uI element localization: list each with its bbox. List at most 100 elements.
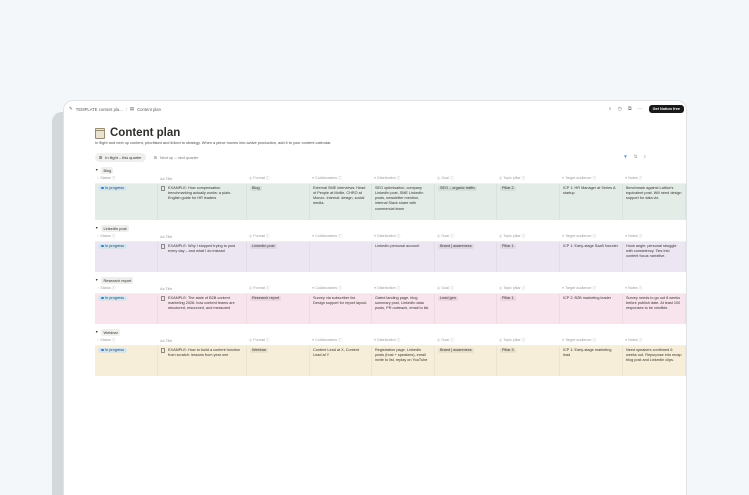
status-cell[interactable]: In progress (95, 241, 158, 272)
col-distribution[interactable]: ≡ Distribution ⓘ (374, 176, 401, 181)
col-notes[interactable]: ≡ Notes ⓘ (625, 286, 643, 291)
filter-icon[interactable]: ▼ (623, 154, 628, 160)
clock-icon[interactable]: ◷ (617, 106, 622, 112)
col-target-audience[interactable]: ≡ Target audience ⓘ (562, 338, 597, 343)
collaborators-cell[interactable]: Survey via subscriber list. Design suppo… (310, 293, 372, 324)
table-row[interactable]: In progress EXAMPLE: The state of B2B co… (95, 293, 686, 324)
status-cell[interactable]: In progress (95, 345, 158, 376)
col-topic-pillar[interactable]: ◎ Topic pillar ⓘ (499, 234, 526, 239)
tab-in-flight[interactable]: ⊞ In flight – this quarter (95, 152, 146, 162)
col-status[interactable]: ◌ Status ⓘ (97, 234, 116, 239)
status-cell[interactable]: In progress (95, 293, 158, 324)
col-goal[interactable]: ◎ Goal ⓘ (437, 176, 454, 181)
col-topic-pillar[interactable]: ◎ Topic pillar ⓘ (499, 286, 526, 291)
group-webinar: ▼ Webinar ◌ Status ⓘ Aa Title ◎ Format ⓘ… (95, 328, 686, 376)
col-target-audience[interactable]: ≡ Target audience ⓘ (562, 234, 597, 239)
table-row[interactable]: In progress EXAMPLE: Why I stopped tryin… (95, 241, 686, 272)
col-distribution[interactable]: ≡ Distribution ⓘ (374, 338, 401, 343)
collaborators-cell[interactable] (310, 241, 372, 272)
group-header[interactable]: ▼ Research report (95, 276, 686, 285)
distribution-cell[interactable]: SEO optimisation, company LinkedIn post,… (372, 183, 435, 220)
notes-cell[interactable]: Need speakers confirmed 6 weeks out. Rep… (623, 345, 686, 376)
col-goal[interactable]: ◎ Goal ⓘ (437, 234, 454, 239)
col-title[interactable]: Aa Title (160, 176, 173, 181)
col-topic-pillar[interactable]: ◎ Topic pillar ⓘ (499, 338, 526, 343)
col-notes[interactable]: ≡ Notes ⓘ (625, 234, 643, 239)
col-distribution[interactable]: ≡ Distribution ⓘ (374, 286, 401, 291)
col-title[interactable]: Aa Title (160, 234, 173, 239)
breadcrumb-item-content-plan[interactable]: Content plan (137, 106, 161, 112)
sort-icon[interactable]: ⇅ (633, 154, 638, 160)
distribution-cell[interactable]: Gated landing page, blog summary post, L… (372, 293, 435, 324)
col-status[interactable]: ◌ Status ⓘ (97, 286, 116, 291)
col-collaborators[interactable]: ≡ Collaborators ⓘ (312, 338, 342, 343)
table-row[interactable]: In progress EXAMPLE: How compensation be… (95, 183, 686, 220)
col-notes[interactable]: ≡ Notes ⓘ (625, 176, 643, 181)
group-header[interactable]: ▼ Webinar (95, 328, 686, 337)
col-collaborators[interactable]: ≡ Collaborators ⓘ (312, 234, 342, 239)
col-format[interactable]: ◎ Format ⓘ (249, 176, 270, 181)
breadcrumb-item-template[interactable]: TEMPLATE content pla... (75, 106, 123, 112)
status-cell[interactable]: In progress (95, 183, 158, 220)
col-status[interactable]: ◌ Status ⓘ (97, 176, 116, 181)
title-cell[interactable]: EXAMPLE: Why I stopped trying to post ev… (158, 241, 247, 272)
group-header[interactable]: ▼ Blog (95, 166, 686, 175)
notes-cell[interactable]: Survey needs to go out 8 weeks before pu… (623, 293, 686, 324)
format-cell[interactable]: Research report (247, 293, 310, 324)
collapse-triangle-icon[interactable]: ▼ (95, 330, 99, 335)
col-format[interactable]: ◎ Format ⓘ (249, 338, 270, 343)
notes-cell[interactable]: Benchmark against Lattice's equivalent p… (623, 183, 686, 220)
goal-cell[interactable]: Brand | awareness (435, 241, 497, 272)
collapse-triangle-icon[interactable]: ▼ (95, 278, 99, 283)
format-cell[interactable]: Webinar (247, 345, 310, 376)
goal-cell[interactable]: Brand | awareness (435, 345, 497, 376)
format-cell[interactable]: Blog (247, 183, 310, 220)
col-collaborators[interactable]: ≡ Collaborators ⓘ (312, 176, 342, 181)
col-status[interactable]: ◌ Status ⓘ (97, 338, 116, 343)
goal-cell[interactable]: Lead gen (435, 293, 497, 324)
col-format[interactable]: ◎ Format ⓘ (249, 234, 270, 239)
col-format[interactable]: ◎ Format ⓘ (249, 286, 270, 291)
more-icon[interactable]: ··· (637, 106, 643, 112)
col-topic-pillar[interactable]: ◎ Topic pillar ⓘ (499, 176, 526, 181)
audience-cell[interactable]: ICP 1: HR Manager at Series A startup (560, 183, 623, 220)
group-header[interactable]: ▼ LinkedIn post (95, 224, 686, 233)
audience-cell[interactable]: ICP 1: Early-stage SaaS founder (560, 241, 623, 272)
col-target-audience[interactable]: ≡ Target audience ⓘ (562, 286, 597, 291)
format-cell[interactable]: LinkedIn post (247, 241, 310, 272)
col-collaborators[interactable]: ≡ Collaborators ⓘ (312, 286, 342, 291)
col-target-audience[interactable]: ≡ Target audience ⓘ (562, 176, 597, 181)
collaborators-cell[interactable]: External SME interviews: Head of People … (310, 183, 372, 220)
col-title[interactable]: Aa Title (160, 338, 173, 343)
col-title[interactable]: Aa Title (160, 286, 173, 291)
table-row[interactable]: In progress EXAMPLE: How to build a cont… (95, 345, 686, 376)
search-icon[interactable]: ⌕ (608, 106, 612, 112)
goal-cell[interactable]: SEO – organic traffic (435, 183, 497, 220)
notes-cell[interactable]: Hook angle: personal struggle with consi… (623, 241, 686, 272)
audience-cell[interactable]: ICP 1: Early-stage marketing lead (560, 345, 623, 376)
search-icon[interactable]: ⌕ (643, 154, 646, 160)
collapse-triangle-icon[interactable]: ▼ (95, 226, 99, 231)
status-dot-icon (101, 296, 104, 300)
col-notes[interactable]: ≡ Notes ⓘ (625, 338, 643, 343)
collaborators-cell[interactable]: Content Lead at X, Content Lead at Y (310, 345, 372, 376)
title-cell[interactable]: EXAMPLE: How compensation benchmarking a… (158, 183, 247, 220)
distribution-cell[interactable]: LinkedIn personal account (372, 241, 435, 272)
duplicate-icon[interactable]: ⧉ (627, 106, 632, 112)
tab-next-up[interactable]: ⊞ Next up – next quarter (150, 153, 203, 162)
get-notion-free-button[interactable]: Get Notion free (648, 105, 684, 113)
notepad-icon[interactable] (95, 127, 105, 139)
page-title[interactable]: Content plan (110, 127, 181, 139)
distribution-cell[interactable]: Registration page, LinkedIn posts (host … (372, 345, 435, 376)
title-cell[interactable]: EXAMPLE: The state of B2B content market… (158, 293, 247, 324)
col-goal[interactable]: ◎ Goal ⓘ (437, 338, 454, 343)
audience-cell[interactable]: ICP 2: B2B marketing leader (560, 293, 623, 324)
col-goal[interactable]: ◎ Goal ⓘ (437, 286, 454, 291)
collapse-triangle-icon[interactable]: ▼ (95, 168, 99, 173)
pillar-cell[interactable]: Pillar 1 (497, 293, 560, 324)
pillar-cell[interactable]: Pillar 1 (497, 241, 560, 272)
pillar-cell[interactable]: Pillar 2 (497, 183, 560, 220)
pillar-cell[interactable]: Pillar 3 (497, 345, 560, 376)
col-distribution[interactable]: ≡ Distribution ⓘ (374, 234, 401, 239)
title-cell[interactable]: EXAMPLE: How to build a content function… (158, 345, 247, 376)
